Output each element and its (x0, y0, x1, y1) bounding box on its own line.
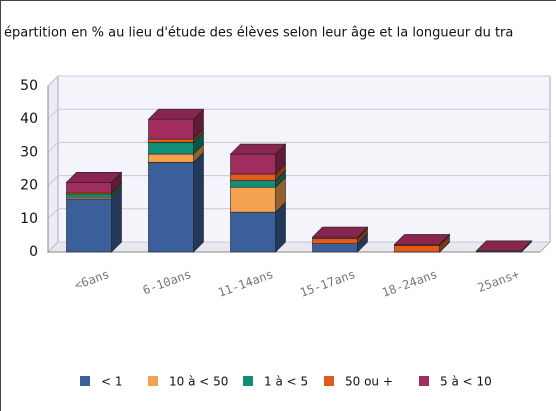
side-wall (47, 74, 59, 254)
bar-top (229, 143, 287, 155)
x-tick-label: 11-14ans (216, 267, 275, 300)
legend-label: < 1 (101, 375, 123, 389)
y-tick-label: 30 (20, 144, 38, 160)
y-tick-label: 20 (20, 178, 38, 194)
bar-segment (312, 238, 358, 245)
bar-segment (230, 211, 276, 253)
bar-side (111, 188, 122, 253)
bar-segment (148, 142, 194, 155)
legend-label: 50 ou + (345, 375, 393, 389)
bar-segment (230, 186, 276, 213)
bar-segment (148, 138, 194, 143)
grid-line-side (47, 175, 59, 186)
bar-top (65, 171, 123, 183)
x-tick-label: 25ans+ (476, 267, 522, 295)
bar-segment (148, 162, 194, 253)
y-tick-label: 50 (20, 78, 38, 94)
bar-top (393, 234, 451, 245)
grid-line-side (47, 142, 59, 153)
bar-top (475, 240, 533, 252)
bar-segment (66, 181, 112, 193)
y-tick-label: 0 (29, 244, 38, 260)
y-tick-label: 10 (20, 211, 38, 227)
legend-swatch (80, 376, 90, 386)
bar-segment (394, 245, 440, 253)
bar-segment (66, 198, 112, 253)
floor (46, 241, 552, 253)
legend-swatch (419, 376, 429, 386)
bar-segment (148, 153, 194, 163)
bar-segment (230, 173, 276, 181)
legend-label: 1 à < 5 (264, 375, 308, 389)
grid-line-side (47, 75, 59, 87)
grid-line-side (47, 108, 59, 120)
x-tick-label: 15-17ans (298, 267, 357, 300)
bar-segment (148, 118, 194, 140)
bar-segment (230, 180, 276, 188)
grid-line-side (47, 208, 59, 220)
chart-title: épartition en % au lieu d'étude des élèv… (4, 26, 513, 41)
bar-segment (312, 243, 358, 253)
legend-swatch (243, 376, 253, 386)
grid-line-side (47, 241, 59, 253)
back-wall (57, 75, 551, 243)
bar-top (311, 226, 369, 238)
x-tick-label: 6-10ans (141, 267, 193, 297)
x-tick-label: <6ans (72, 267, 111, 293)
legend-label: 5 à < 10 (440, 375, 492, 389)
bar-segment (230, 153, 276, 175)
legend-swatch (148, 376, 158, 386)
bar-segment (66, 193, 112, 198)
x-tick-label: 18-24ans (380, 267, 439, 300)
legend-swatch (324, 376, 334, 386)
bar-top (147, 108, 205, 120)
y-tick-label: 40 (20, 111, 38, 127)
legend-label: 10 à < 50 (169, 375, 228, 389)
bar-side (193, 151, 204, 253)
